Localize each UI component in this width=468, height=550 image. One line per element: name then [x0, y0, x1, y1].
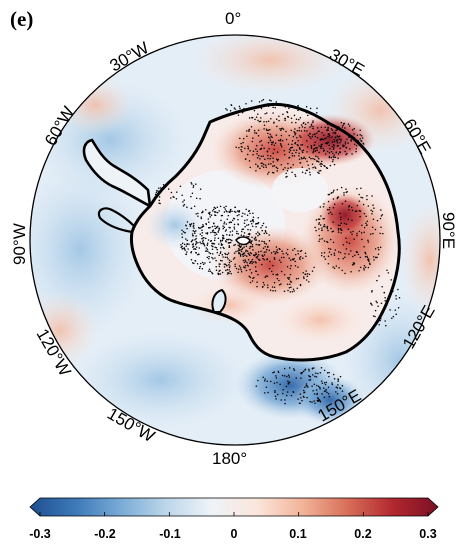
cool-anomaly-region	[70, 330, 250, 430]
pole-marker	[235, 236, 251, 246]
panel-label: (e)	[10, 7, 33, 31]
map-disk	[30, 35, 440, 445]
significance-stippling	[154, 98, 401, 405]
lon-label-180: 180°	[212, 449, 247, 468]
map-boundary-circle	[29, 34, 441, 446]
strong-warm-anomaly	[320, 193, 370, 237]
ross-ice-shelf-inlet	[211, 288, 227, 313]
ice-shelf-coastline	[97, 207, 136, 234]
colorbar-tick-label: 0.2	[354, 527, 371, 541]
colorbar-tick-label: -0.1	[159, 527, 181, 541]
warm-anomaly-region	[275, 295, 365, 345]
colorbar-tick-label: -0.3	[29, 527, 51, 541]
colorbar-tick-label: 0.1	[289, 527, 306, 541]
neutral-anomaly-region	[272, 168, 328, 212]
colorbar-tick-marks	[39, 512, 429, 516]
warm-anomaly-region	[400, 200, 440, 320]
colorbar-tick-label: 0	[231, 527, 238, 541]
cool-anomaly-region	[145, 200, 205, 250]
lon-label-90w: 90°W	[10, 223, 29, 265]
warm-anomaly-region	[190, 285, 270, 325]
lon-label-0: 0°	[225, 9, 241, 28]
antarctica-coastline	[130, 102, 401, 362]
antarctic-peninsula-coastline	[82, 138, 152, 208]
colorbar-tick-label: 0.3	[419, 527, 436, 541]
colorbar: -0.3 -0.2 -0.1 0 0.1 0.2 0.3	[29, 497, 439, 541]
colorbar-tick-label: -0.2	[94, 527, 116, 541]
strong-warm-anomaly	[285, 114, 375, 166]
lon-label-90e: 90°E	[439, 212, 458, 249]
